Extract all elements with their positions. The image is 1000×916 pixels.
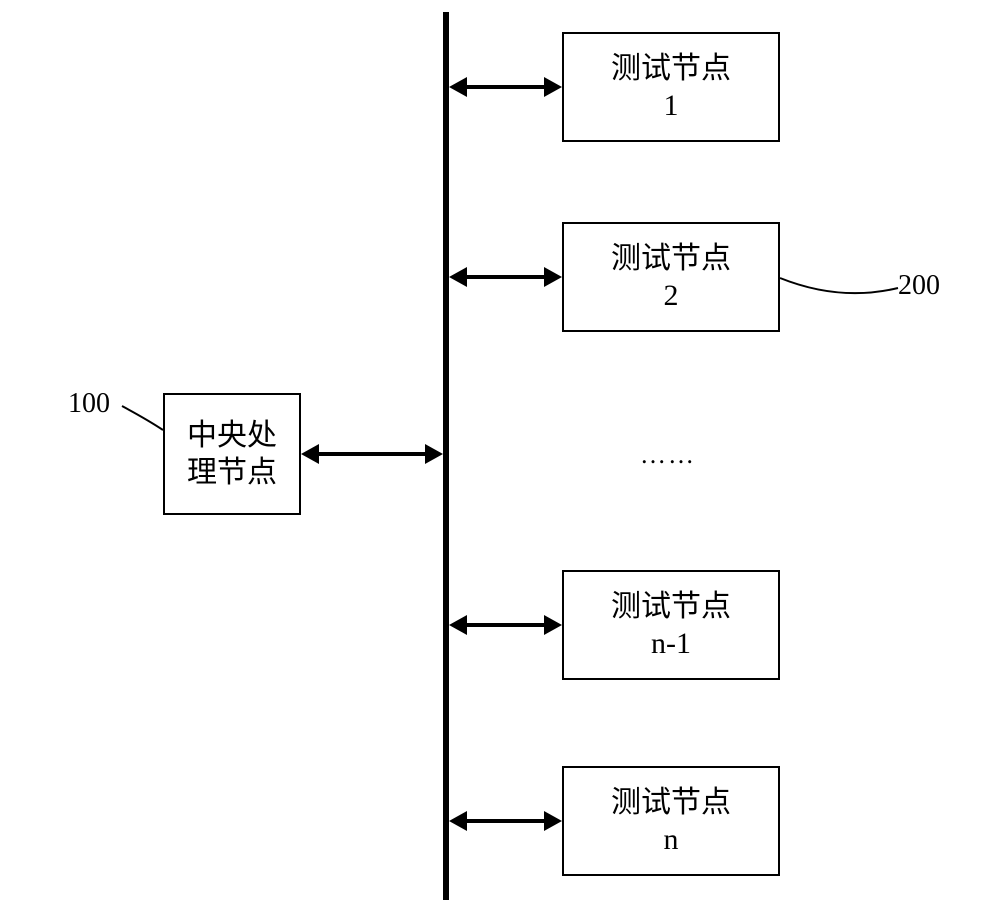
diagram-canvas: 中央处 理节点 测试节点 1 测试节点 2 测试节点 n-1 测试节点 n ……	[0, 0, 1000, 916]
test-node-label-line2: 2	[664, 277, 679, 315]
central-node-label-line2: 理节点	[187, 454, 277, 492]
bus-line	[443, 12, 449, 900]
leader-200	[0, 0, 1000, 916]
test-node-label-line1: 测试节点	[611, 50, 731, 88]
test-node-label-line1: 测试节点	[611, 784, 731, 822]
test-node-label-line1: 测试节点	[611, 240, 731, 278]
test-node-label-line2: n-1	[651, 625, 691, 663]
ref-label-100: 100	[68, 388, 110, 420]
test-node-n-1: 测试节点 n-1	[562, 570, 780, 680]
test-node-label-line2: 1	[664, 87, 679, 125]
central-processing-node: 中央处 理节点	[163, 393, 301, 515]
central-node-label-line1: 中央处	[187, 417, 277, 455]
ellipsis: ……	[640, 440, 696, 470]
test-node-2: 测试节点 2	[562, 222, 780, 332]
test-node-label-line2: n	[664, 821, 679, 859]
test-node-n: 测试节点 n	[562, 766, 780, 876]
test-node-label-line1: 测试节点	[611, 588, 731, 626]
ref-label-200: 200	[898, 270, 940, 302]
leader-100	[0, 0, 1000, 916]
test-node-1: 测试节点 1	[562, 32, 780, 142]
